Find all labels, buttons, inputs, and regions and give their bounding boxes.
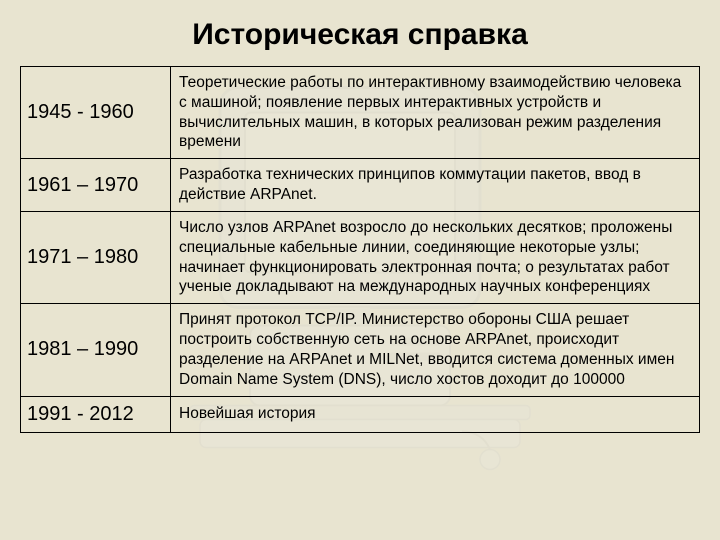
year-cell: 1991 - 2012 bbox=[21, 396, 171, 432]
table-row: 1945 - 1960 Теоретические работы по инте… bbox=[21, 67, 700, 159]
history-table: 1945 - 1960 Теоретические работы по инте… bbox=[20, 66, 700, 433]
desc-cell: Принят протокол TCP/IP. Министерство обо… bbox=[171, 304, 700, 396]
table-row: 1991 - 2012 Новейшая история bbox=[21, 396, 700, 432]
desc-cell: Новейшая история bbox=[171, 396, 700, 432]
desc-cell: Теоретические работы по интерактивному в… bbox=[171, 67, 700, 159]
desc-cell: Разработка технических принципов коммута… bbox=[171, 159, 700, 212]
year-cell: 1981 – 1990 bbox=[21, 304, 171, 396]
table-row: 1971 – 1980 Число узлов ARPAnet возросло… bbox=[21, 211, 700, 303]
year-cell: 1961 – 1970 bbox=[21, 159, 171, 212]
desc-cell: Число узлов ARPAnet возросло до нескольк… bbox=[171, 211, 700, 303]
page-title: Историческая справка bbox=[20, 18, 700, 52]
year-cell: 1971 – 1980 bbox=[21, 211, 171, 303]
slide-content: Историческая справка 1945 - 1960 Теорети… bbox=[0, 0, 720, 443]
table-row: 1981 – 1990 Принят протокол TCP/IP. Мини… bbox=[21, 304, 700, 396]
year-cell: 1945 - 1960 bbox=[21, 67, 171, 159]
table-row: 1961 – 1970 Разработка технических принц… bbox=[21, 159, 700, 212]
